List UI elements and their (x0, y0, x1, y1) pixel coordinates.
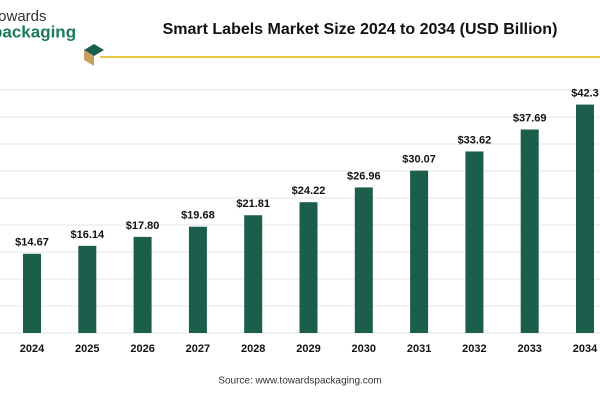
brand-line2: packaging (0, 22, 76, 41)
x-tick-label: 2029 (296, 343, 320, 355)
data-label: $19.68 (181, 210, 215, 222)
x-tick-label: 2026 (130, 343, 154, 355)
bar (520, 129, 539, 333)
bar (244, 215, 263, 333)
bar (354, 187, 373, 333)
data-label: $17.80 (126, 220, 160, 232)
x-tick-label: 2034 (573, 343, 598, 355)
bar (410, 170, 429, 333)
chart-title: Smart Labels Market Size 2024 to 2034 (U… (163, 21, 558, 38)
brand-line1: towards (0, 8, 47, 25)
data-label: $26.96 (347, 170, 381, 182)
bar (78, 245, 97, 333)
data-label: $14.67 (15, 237, 49, 249)
bar (188, 226, 207, 333)
x-tick-label: 2033 (517, 343, 541, 355)
data-label: $21.81 (236, 198, 270, 210)
x-tick-label: 2024 (20, 343, 45, 355)
bar (299, 202, 318, 333)
bar (133, 236, 152, 333)
bar (23, 253, 41, 333)
x-tick-label: 2027 (186, 343, 210, 355)
data-label: $33.62 (458, 134, 492, 146)
bar (465, 151, 484, 333)
x-tick-label: 2031 (407, 343, 431, 355)
data-label: $16.14 (70, 229, 105, 241)
data-label: $42.3 (571, 87, 599, 99)
x-tick-label: 2030 (352, 343, 376, 355)
x-tick-label: 2028 (241, 343, 265, 355)
data-label: $24.22 (292, 185, 326, 197)
data-label: $37.69 (513, 112, 547, 124)
x-tick-label: 2025 (75, 343, 99, 355)
logo-mark (84, 50, 94, 66)
source-note: Source: www.towardspackaging.com (218, 376, 381, 387)
bar (576, 104, 594, 333)
x-tick-label: 2032 (462, 343, 486, 355)
data-label: $30.07 (402, 154, 436, 166)
